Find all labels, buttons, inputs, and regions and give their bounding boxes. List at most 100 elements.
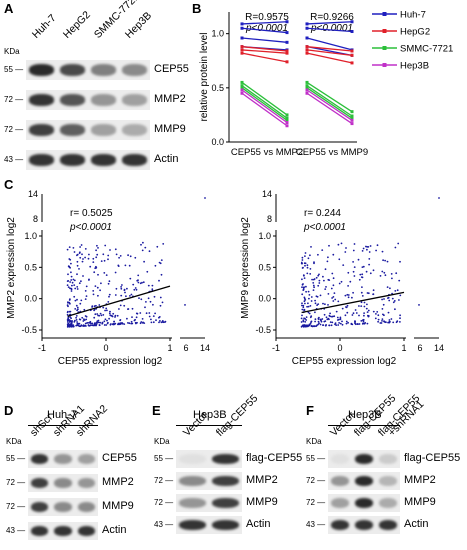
series-line: [241, 52, 288, 63]
series-line: [241, 46, 288, 52]
data-point: [107, 258, 109, 261]
data-point: [358, 323, 361, 325]
protein-label: MMP9: [246, 496, 278, 508]
data-point: [126, 317, 128, 320]
data-point: [153, 295, 156, 298]
data-point: [319, 294, 322, 297]
data-point: [67, 280, 70, 282]
data-point: [318, 279, 321, 282]
data-point: [329, 312, 331, 315]
data-point: [300, 261, 303, 264]
data-point: [302, 266, 304, 269]
data-point: [76, 321, 78, 323]
data-point: [309, 254, 311, 257]
blot-band: [31, 501, 49, 513]
data-point: [70, 275, 73, 278]
data-point: [76, 306, 79, 309]
blot-band: [29, 154, 54, 166]
data-point: [332, 284, 335, 287]
data-point: [99, 289, 101, 292]
data-point: [316, 295, 319, 298]
data-point: [382, 303, 385, 306]
data-point: [96, 253, 99, 256]
data-point: [141, 322, 144, 324]
data-point: [377, 318, 380, 321]
data-point: [384, 259, 386, 262]
blot-band: [122, 124, 147, 136]
data-point: [109, 323, 112, 326]
data-point: [397, 242, 400, 245]
data-point: [92, 261, 95, 263]
data-point: [141, 249, 144, 252]
blot-strip: [26, 120, 150, 140]
series-line: [306, 92, 353, 125]
data-point: [66, 321, 69, 323]
data-point: [303, 309, 306, 311]
data-point: [67, 310, 69, 313]
lane-label: Huh-7: [29, 12, 59, 41]
blot-band: [379, 475, 397, 487]
data-point: [350, 53, 354, 57]
data-point: [75, 315, 78, 317]
data-point: [302, 319, 305, 322]
y-tick-label: 0.0: [24, 294, 37, 304]
data-point: [130, 320, 133, 323]
data-point: [387, 311, 390, 314]
data-point: [142, 281, 145, 284]
data-point: [321, 318, 324, 320]
data-point: [317, 320, 320, 323]
data-point: [332, 277, 335, 280]
data-point: [151, 288, 154, 291]
data-point: [360, 276, 363, 278]
blot-band: [77, 453, 95, 465]
kda-marker: 55 —: [6, 454, 26, 463]
data-point: [381, 318, 384, 320]
data-point: [69, 281, 71, 283]
x-axis-label: CEP55 expression log2: [58, 356, 163, 367]
data-point: [365, 307, 368, 310]
series-line: [306, 89, 353, 121]
kda-marker: 55 —: [306, 454, 326, 463]
data-point: [322, 275, 324, 278]
data-point: [302, 283, 304, 285]
stat-r: R=0.9575: [245, 12, 289, 23]
data-point: [347, 321, 349, 324]
data-point: [81, 253, 83, 256]
panel-label-e: E: [152, 403, 161, 418]
data-point: [88, 253, 90, 256]
data-point: [75, 316, 77, 319]
data-point: [285, 31, 289, 35]
kda-marker: 55 —: [4, 65, 24, 74]
data-point: [357, 258, 360, 261]
data-point: [304, 302, 306, 305]
data-point: [383, 314, 385, 317]
data-point: [118, 323, 121, 326]
data-point: [337, 300, 340, 303]
data-point: [389, 287, 391, 290]
data-point: [93, 316, 96, 319]
data-point: [330, 287, 333, 290]
data-point: [82, 258, 84, 260]
data-point: [301, 286, 303, 289]
data-point: [350, 49, 354, 53]
data-point: [240, 84, 244, 88]
data-point: [71, 284, 73, 287]
legend-label: HepG2: [400, 27, 430, 38]
data-point: [321, 249, 324, 251]
data-point: [313, 325, 316, 328]
blot-band: [29, 94, 54, 106]
data-point: [67, 324, 69, 326]
data-point: [158, 316, 160, 319]
data-point: [285, 49, 289, 53]
data-point: [87, 321, 89, 324]
data-point: [333, 292, 336, 294]
kda-marker: 72 —: [306, 476, 326, 485]
data-point: [322, 302, 324, 305]
data-point: [85, 315, 88, 318]
data-point: [308, 294, 311, 296]
data-point: [84, 298, 87, 300]
data-point: [123, 289, 126, 292]
data-point: [366, 322, 369, 325]
data-point: [326, 260, 329, 263]
data-point: [134, 256, 137, 259]
